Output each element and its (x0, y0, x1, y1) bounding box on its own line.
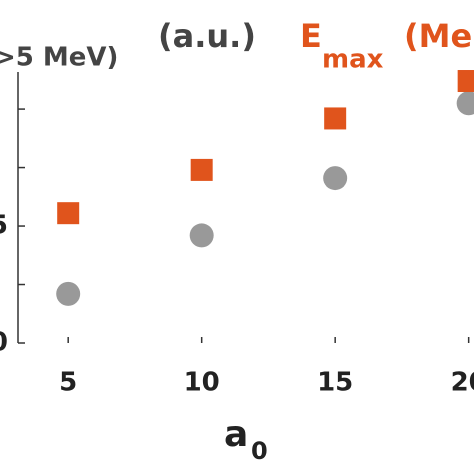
x-tick-label: 10 (184, 368, 220, 398)
x-tick-label: 5 (59, 368, 77, 398)
units-label: (a.u.) (158, 17, 256, 55)
emax-label: E (300, 17, 322, 55)
square-point (190, 158, 213, 181)
emax-unit: (Me (404, 17, 472, 55)
circle-point (189, 223, 214, 248)
x-axis-sub: 0 (251, 437, 268, 465)
left-label: >5 MeV) (0, 43, 118, 73)
emax-sub: max (322, 45, 384, 75)
x-axis-label: a (224, 414, 248, 455)
y-tick-label: 0 (0, 328, 8, 358)
x-tick-label: 15 (317, 368, 353, 398)
circle-point (456, 91, 474, 116)
square-point (457, 70, 474, 93)
square-point (324, 107, 347, 130)
y-tick-label: 5 (0, 211, 8, 241)
square-point (57, 202, 80, 225)
circle-point (56, 281, 81, 306)
x-tick-label: 20 (451, 368, 474, 398)
circle-point (323, 166, 348, 191)
